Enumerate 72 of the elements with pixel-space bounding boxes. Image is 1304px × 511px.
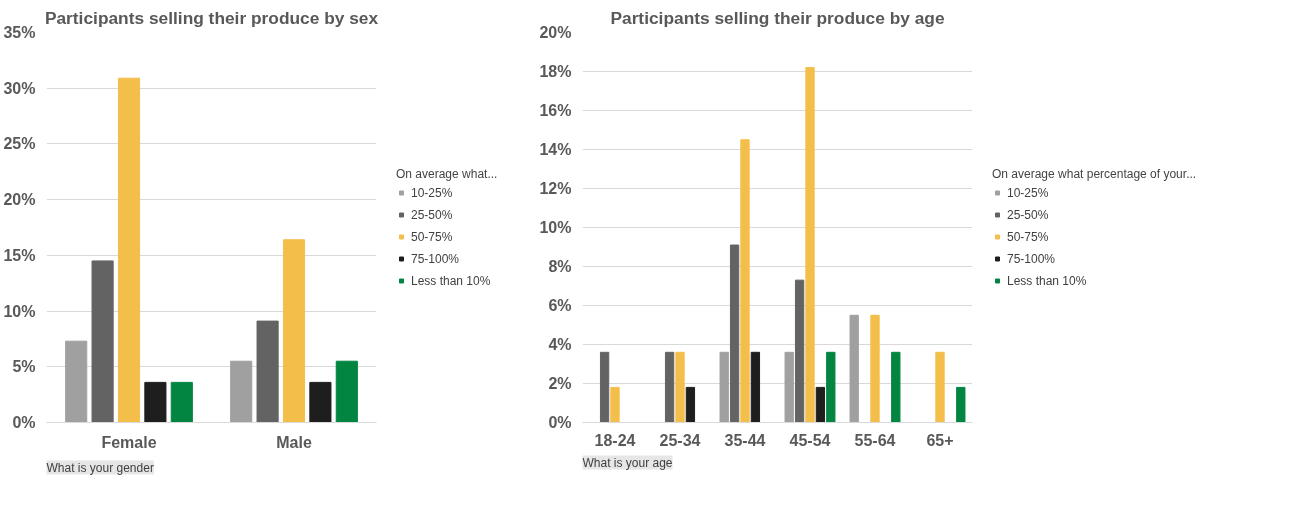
text: What is your gender bbox=[46, 460, 154, 475]
x-tick-label: 25-34 bbox=[659, 431, 701, 449]
legend-label: 75-100% bbox=[1007, 251, 1056, 266]
bar bbox=[826, 351, 836, 423]
x-tick-label: 18-24 bbox=[594, 431, 636, 449]
bar bbox=[729, 244, 740, 423]
bar bbox=[750, 351, 761, 423]
bar bbox=[309, 381, 332, 423]
y-tick-label: 12% bbox=[539, 180, 572, 197]
bar bbox=[685, 386, 696, 423]
bar bbox=[794, 279, 805, 423]
bar bbox=[935, 351, 945, 423]
y-tick-label: 4% bbox=[548, 336, 572, 353]
bar bbox=[664, 351, 675, 423]
bar bbox=[675, 351, 685, 423]
x-tick-label: Male bbox=[276, 433, 312, 451]
bar bbox=[805, 67, 815, 423]
y-tick-label: 30% bbox=[3, 79, 36, 97]
bar bbox=[815, 386, 826, 423]
bar bbox=[256, 320, 279, 423]
legend-label: 10-25% bbox=[411, 185, 453, 200]
bar bbox=[117, 77, 141, 423]
y-tick-label: 15% bbox=[3, 246, 36, 264]
x-tick-label: 45-54 bbox=[789, 431, 831, 449]
x-tick-label: 35-44 bbox=[724, 431, 766, 449]
bar bbox=[740, 139, 750, 423]
y-tick-label: 25% bbox=[3, 135, 36, 153]
y-tick-label: 5% bbox=[12, 358, 36, 376]
bar bbox=[891, 351, 901, 423]
legend-label: 50-75% bbox=[1007, 229, 1049, 244]
legend-label: 50-75% bbox=[411, 229, 453, 244]
legend-label: 25-50% bbox=[411, 207, 453, 222]
legend-label: Less than 10% bbox=[1007, 273, 1087, 288]
y-tick-label: 6% bbox=[548, 297, 572, 314]
legend-label: 75-100% bbox=[411, 251, 460, 266]
y-tick-label: 10% bbox=[3, 302, 36, 320]
y-tick-label: 10% bbox=[539, 219, 572, 236]
bar bbox=[230, 360, 253, 423]
legend-title: On average what... bbox=[396, 166, 498, 181]
legend-title: On average what percentage of your... bbox=[992, 166, 1197, 181]
y-tick-label: 16% bbox=[539, 102, 572, 119]
bar bbox=[282, 239, 306, 423]
x-tick-label: 65+ bbox=[926, 431, 954, 449]
y-tick-label: 20% bbox=[3, 191, 36, 209]
bar bbox=[91, 260, 114, 423]
y-tick-label: 8% bbox=[548, 258, 572, 275]
chart-title: Participants selling their produce by age bbox=[610, 7, 945, 28]
y-tick-label: 20% bbox=[539, 24, 572, 41]
x-tick-label: 55-64 bbox=[854, 431, 896, 449]
text: What is your age bbox=[582, 455, 673, 470]
y-tick-label: 2% bbox=[548, 375, 572, 392]
y-tick-label: 14% bbox=[539, 141, 572, 158]
y-tick-label: 0% bbox=[548, 414, 572, 431]
y-tick-label: 35% bbox=[3, 24, 36, 41]
chart-title: Participants selling their produce by sex bbox=[44, 7, 379, 28]
legend-label: 25-50% bbox=[1007, 207, 1049, 222]
bar bbox=[956, 386, 966, 423]
x-tick-label: Female bbox=[101, 433, 157, 451]
bar bbox=[849, 314, 859, 423]
bar bbox=[335, 360, 358, 423]
bar bbox=[144, 381, 167, 423]
y-tick-label: 18% bbox=[539, 63, 572, 80]
y-tick-label: 0% bbox=[12, 414, 36, 431]
bar bbox=[719, 351, 729, 423]
legend-label: Less than 10% bbox=[411, 273, 491, 288]
bar bbox=[599, 351, 610, 423]
bar bbox=[65, 340, 88, 423]
bar bbox=[784, 351, 794, 423]
bar bbox=[170, 381, 193, 423]
bar bbox=[610, 386, 620, 423]
legend-label: 10-25% bbox=[1007, 185, 1049, 200]
bar bbox=[870, 314, 880, 423]
